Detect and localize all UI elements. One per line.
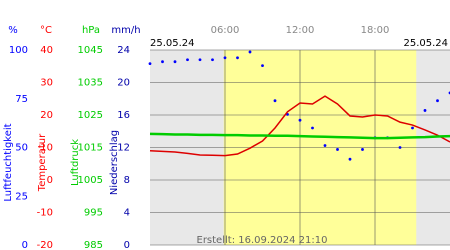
y-tick-label: 16	[117, 110, 130, 121]
y-tick-label: 75	[15, 94, 28, 105]
y-tick-label: -10	[37, 208, 53, 219]
data-point	[361, 148, 364, 151]
y-tick-label: -20	[37, 240, 53, 250]
data-point	[323, 144, 327, 147]
y-tick-label: 0	[47, 175, 53, 186]
data-point	[261, 64, 264, 67]
y-tick-label: 40	[40, 45, 53, 56]
axis-title: Luftfeuchtigkeit	[3, 123, 14, 201]
axis-title: Temperatur	[37, 133, 48, 192]
date-right: 25.05.24	[403, 38, 448, 49]
x-tick-label: 12:00	[286, 25, 315, 36]
data-point	[273, 99, 277, 103]
data-point	[236, 56, 239, 60]
data-point	[211, 58, 214, 62]
data-point	[423, 109, 427, 112]
data-point	[298, 118, 302, 122]
y-tick-label: 20	[117, 78, 130, 89]
data-point	[186, 58, 189, 62]
y-tick-label: 25	[15, 191, 28, 202]
data-point	[411, 126, 414, 130]
y-tick-label: 50	[15, 143, 28, 154]
axis-unit: mm/h	[111, 25, 140, 36]
data-point	[161, 60, 164, 64]
y-tick-label: 100	[9, 45, 28, 56]
axis-title: Niederschlag	[109, 130, 120, 195]
x-tick-label: 06:00	[211, 25, 240, 36]
footer: Erstellt: 16.09.2024 21:10	[197, 235, 328, 246]
y-tick-label: 1015	[78, 143, 103, 154]
data-point	[198, 58, 202, 62]
y-tick-label: 10	[40, 143, 53, 154]
data-point	[173, 60, 177, 64]
y-tick-label: 24	[117, 45, 130, 56]
axis-unit: hPa	[82, 25, 100, 36]
axis-unit: %	[8, 25, 18, 36]
y-tick-label: 20	[40, 110, 53, 121]
data-point	[436, 99, 439, 103]
y-tick-label: 995	[84, 208, 103, 219]
axis-title: Luftdruck	[70, 139, 81, 186]
y-tick-label: 4	[124, 208, 130, 219]
y-tick-label: 0	[22, 240, 28, 250]
x-tick-label: 18:00	[361, 25, 390, 36]
data-point	[223, 56, 227, 60]
data-line	[149, 95, 450, 157]
y-tick-label: 12	[117, 143, 130, 154]
date-left: 25.05.24	[150, 38, 195, 49]
y-tick-label: 1045	[78, 45, 103, 56]
data-point	[148, 62, 152, 66]
data-point	[311, 126, 314, 130]
y-tick-label: 30	[40, 78, 53, 89]
data-point	[336, 148, 339, 151]
y-tick-label: 1005	[78, 175, 103, 186]
y-tick-label: 8	[124, 175, 130, 186]
data-point	[248, 50, 252, 54]
data-line	[149, 132, 450, 140]
data-point	[398, 146, 402, 149]
data-point	[348, 157, 352, 161]
axis-unit: °C	[40, 25, 52, 36]
y-tick-label: 1025	[78, 110, 103, 121]
y-tick-label: 985	[84, 240, 103, 250]
y-tick-label: 1035	[78, 78, 103, 89]
y-tick-label: 0	[124, 240, 130, 250]
